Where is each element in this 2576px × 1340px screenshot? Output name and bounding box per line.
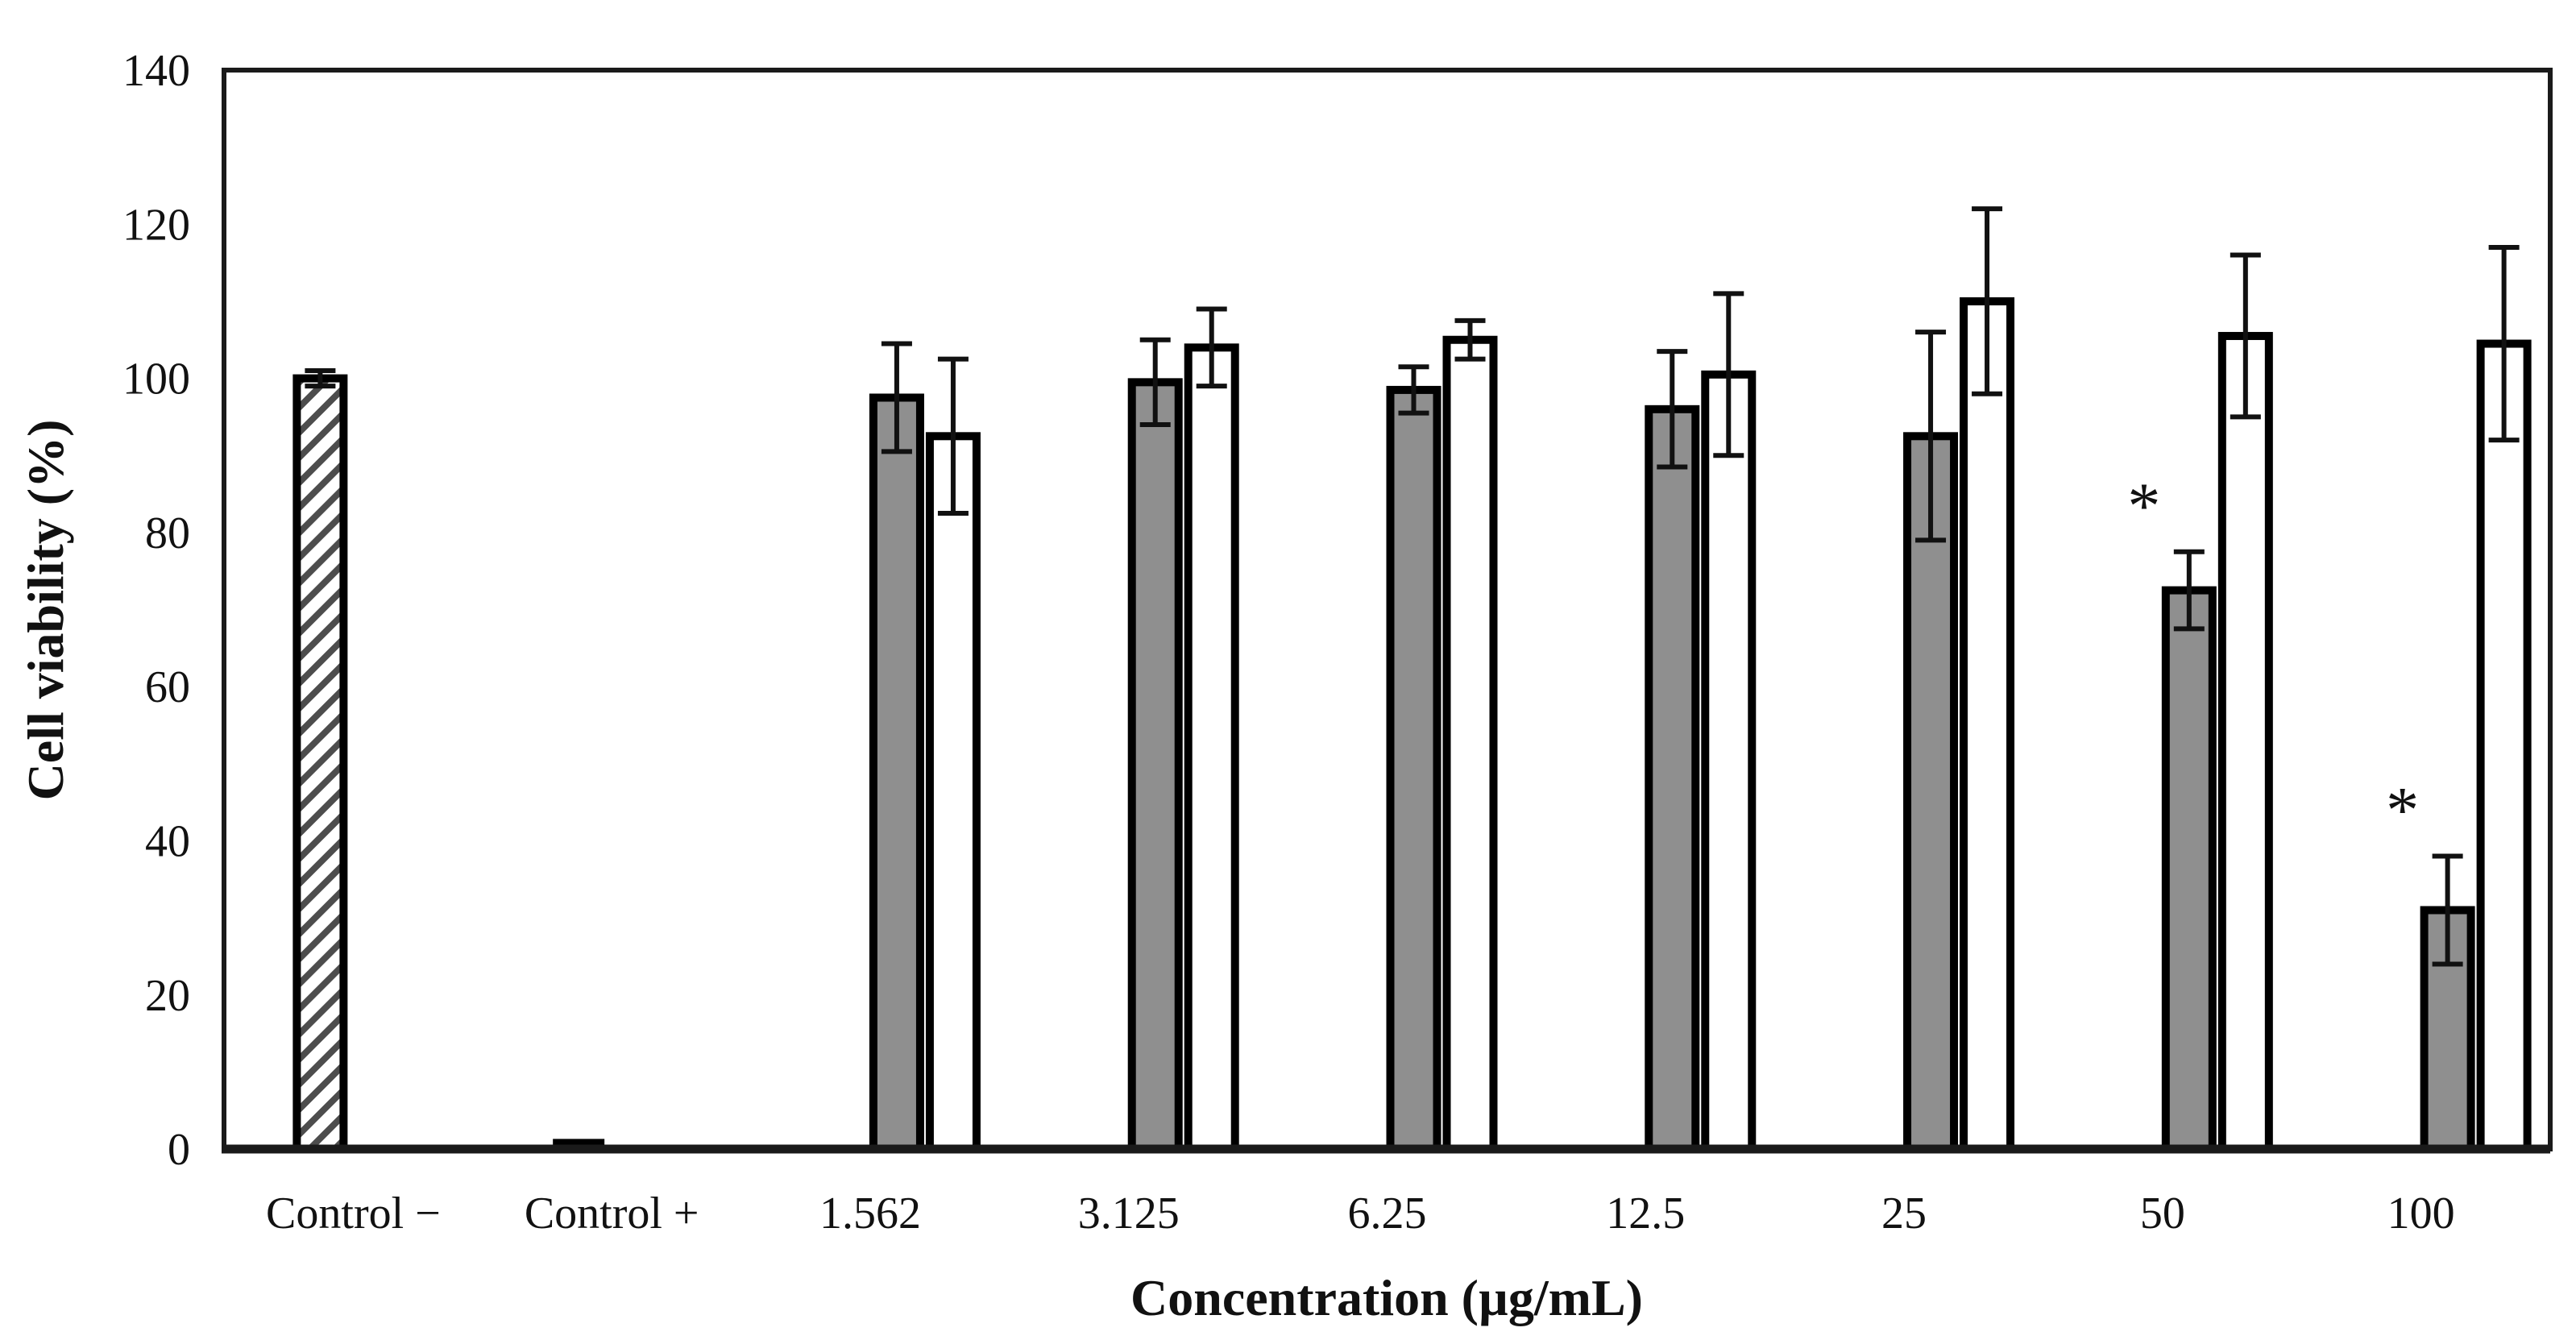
bar-white-7 xyxy=(2217,331,2273,1154)
y-tick-label-140: 140 xyxy=(122,46,190,96)
bar-white-8 xyxy=(2476,339,2532,1153)
y-axis-title: Cell viability (%) xyxy=(17,420,74,801)
significance-asterisk-100: * xyxy=(2386,774,2419,847)
bar-white-5 xyxy=(1701,370,1757,1153)
y-tick-label-60: 60 xyxy=(145,662,190,712)
bar-white-6 xyxy=(1960,297,2015,1153)
y-tick-label-40: 40 xyxy=(145,816,190,866)
y-tick-label-0: 0 xyxy=(168,1125,190,1175)
x-axis-title: Concentration (µg/mL) xyxy=(1130,1269,1643,1326)
bar-white-2 xyxy=(925,432,981,1153)
x-tick-label-1: Control + xyxy=(525,1189,699,1238)
x-tick-label-8: 100 xyxy=(2387,1189,2455,1238)
x-tick-label-7: 50 xyxy=(2140,1189,2185,1238)
x-tick-label-5: 12.5 xyxy=(1606,1189,1685,1238)
x-tick-label-4: 6.25 xyxy=(1348,1189,1427,1238)
x-tick-label-3: 3.125 xyxy=(1078,1189,1180,1238)
bar-gray-0 xyxy=(292,374,348,1154)
bar-gray-6 xyxy=(1903,432,1959,1153)
x-tick-label-0: Control − xyxy=(266,1189,441,1238)
y-tick-label-80: 80 xyxy=(145,508,190,558)
y-tick-label-20: 20 xyxy=(145,971,190,1021)
bar-gray-7 xyxy=(2161,586,2217,1153)
bar-white-3 xyxy=(1184,343,1239,1154)
x-tick-label-2: 1.562 xyxy=(819,1189,921,1238)
bar-white-4 xyxy=(1442,335,1498,1153)
significance-asterisk-50: * xyxy=(2127,469,2160,542)
bar-gray-4 xyxy=(1386,385,1441,1153)
bar-gray-5 xyxy=(1645,404,1700,1154)
x-tick-label-6: 25 xyxy=(1881,1189,1927,1238)
bar-gray-3 xyxy=(1127,378,1183,1153)
y-tick-label-100: 100 xyxy=(122,355,190,404)
y-tick-label-120: 120 xyxy=(122,200,190,250)
bar-gray-2 xyxy=(869,393,924,1154)
